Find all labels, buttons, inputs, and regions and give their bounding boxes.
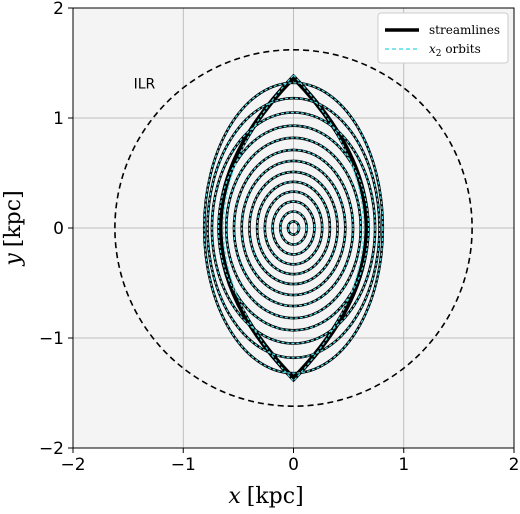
x2-orbit-12 [203,82,384,374]
legend: streamlines x2 orbits [377,12,509,64]
x2-orbit-4 [256,181,331,275]
legend-x2-sub: 2 [436,49,442,59]
x2-orbit-9 [217,125,370,331]
legend-x2-var: x [429,42,436,56]
y-tick-label-1: −1 [39,329,64,349]
legend-x2-suffix: orbits [442,42,481,56]
x-axis-label: x [kpc] [228,484,303,509]
y-axis-unit: [kpc] [1,190,26,247]
ticks: −2 −1 0 1 2 −2 −1 0 1 2 [39,0,519,475]
y-axis-label: y [kpc] [1,190,26,266]
x2-orbit-2 [271,201,316,256]
x-tick-label-4: 2 [509,455,520,475]
x2-orbit-10 [211,111,376,345]
series-layer [114,49,473,407]
legend-label-x2-orbits: x2 orbits [429,42,481,59]
x-tick-label-2: 0 [288,455,299,475]
legend-box [377,12,509,64]
x-tick-label-0: −2 [60,455,85,475]
x2-orbit-7 [233,149,354,307]
x-tick-label-1: −1 [171,455,196,475]
x2-orbit-6 [241,160,346,296]
ilr-circle [114,49,473,407]
x2-orbit-5 [248,171,339,285]
x2-orbit-8 [225,137,362,319]
y-tick-label-0: −2 [39,439,64,459]
x-tick-label-3: 1 [398,455,409,475]
x2-orbit-0 [287,220,300,236]
x-axis-unit: [kpc] [247,484,304,509]
legend-label-streamlines: streamlines [429,23,500,37]
x2-orbit-1 [279,210,308,246]
ilr-annotation: ILR [134,76,156,92]
x2-orbit-11 [206,97,381,359]
y-tick-label-2: 0 [53,219,64,239]
y-axis-var: y [1,253,26,267]
y-tick-label-4: 2 [53,0,64,19]
x-axis-var: x [228,484,241,509]
x2-orbit-3 [264,191,323,265]
y-tick-label-3: 1 [53,109,64,129]
